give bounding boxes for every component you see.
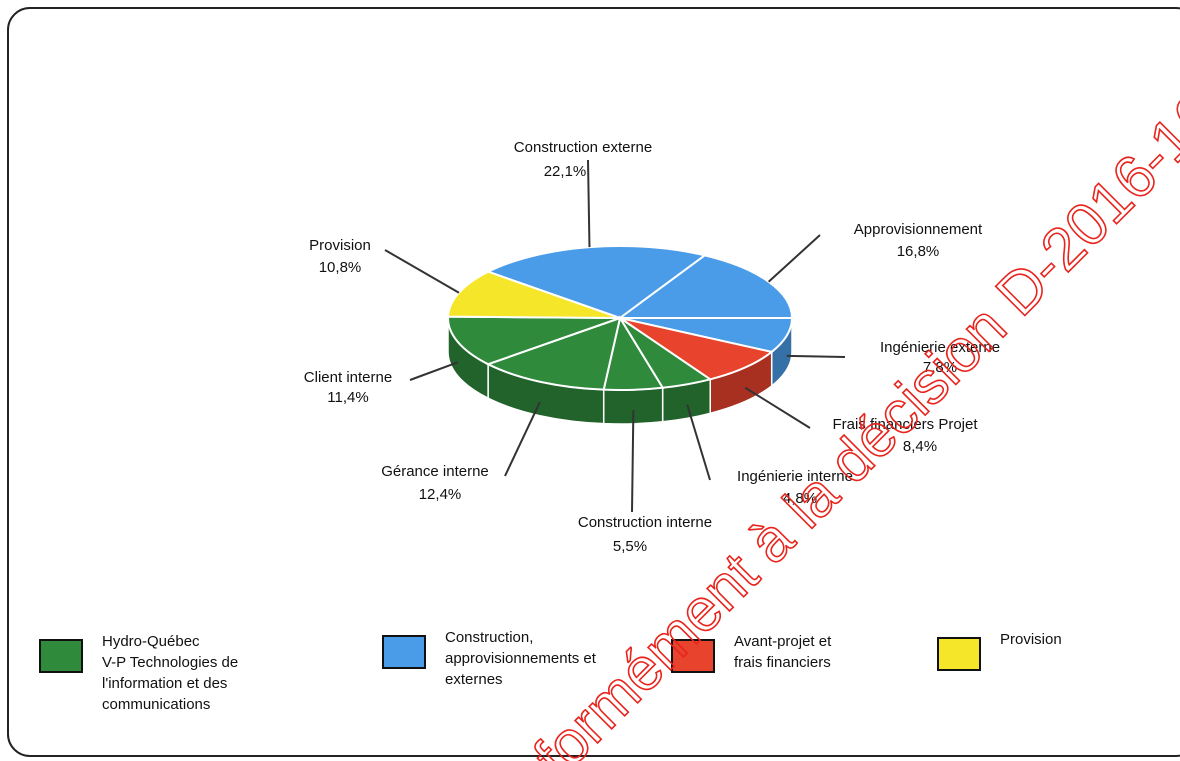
slice (447, 315, 621, 366)
slice-label: Construction interne (578, 514, 712, 531)
value-label: 4,8% (783, 490, 817, 507)
slice (619, 317, 774, 381)
legend-swatch (39, 639, 83, 673)
legend-label: Provision (1000, 631, 1062, 648)
legend-label: Avant-projet et (734, 633, 832, 650)
value-label: 22,1% (544, 163, 587, 180)
legend-swatch (937, 637, 981, 671)
slice-label: Frais financiers Projet (832, 416, 978, 433)
legend-swatch (382, 635, 426, 669)
legend-label: V-P Technologies de (102, 654, 238, 671)
value-label: 10,8% (319, 259, 362, 276)
leader-line (504, 401, 541, 477)
slice (616, 254, 794, 320)
leader-line (686, 404, 711, 481)
slice-label: Provision (309, 237, 371, 254)
legend-label: communications (102, 696, 210, 713)
slice-label: Ingénierie externe (880, 339, 1000, 356)
legend-label: l'information et des (102, 675, 227, 692)
legend-label: externes (445, 671, 503, 688)
leader-line (409, 361, 459, 381)
slice-label: Gérance interne (381, 463, 489, 480)
slice (446, 270, 621, 319)
value-label: 11,4% (327, 389, 368, 406)
legend-label: Hydro-Québec (102, 633, 200, 650)
value-label: 5,5% (613, 538, 647, 555)
leader-line (744, 386, 811, 429)
slice-label: Approvisionnement (854, 221, 983, 238)
leader-line (631, 410, 635, 513)
legend-label: Construction, (445, 629, 533, 646)
value-label: 7,8% (923, 359, 957, 376)
leader-line (587, 159, 591, 248)
leader-line (384, 249, 460, 294)
slice-label: Ingénierie interne (737, 468, 853, 485)
leader-line (786, 354, 846, 358)
slice (485, 316, 622, 391)
value-label: 12,4% (419, 486, 462, 503)
leader-line (767, 234, 821, 283)
slice-label: Client interne (304, 369, 392, 386)
slice-label: Construction externe (514, 139, 652, 156)
value-label: 8,4% (903, 438, 937, 455)
value-label: 16,8% (897, 243, 940, 260)
legend-label: approvisionnements et (445, 650, 597, 667)
legend-swatch (671, 639, 715, 673)
legend-label: frais financiers (734, 654, 831, 671)
